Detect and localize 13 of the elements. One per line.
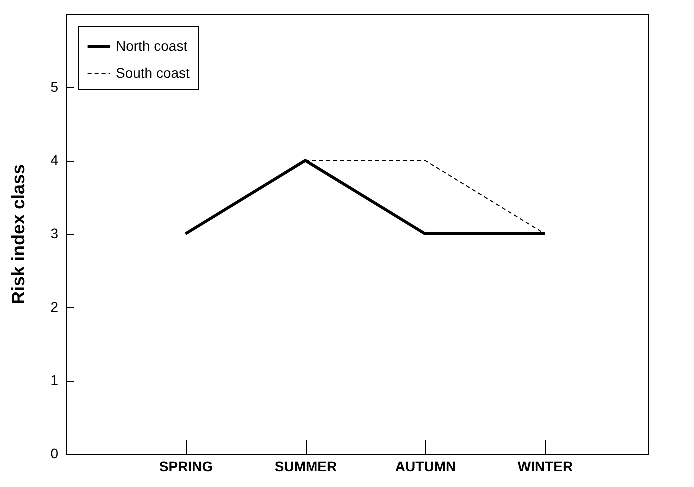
y-tick-label: 3 (50, 226, 59, 242)
legend-label: North coast (116, 38, 188, 54)
x-tick-label: AUTUMN (395, 458, 456, 474)
y-tick-label: 4 (50, 152, 59, 168)
y-tick-label: 0 (50, 446, 59, 462)
legend-label: South coast (116, 65, 190, 81)
x-tick-label: WINTER (518, 458, 574, 474)
y-axis-title: Risk index class (8, 164, 29, 305)
x-tick-label: SUMMER (274, 458, 338, 474)
y-tick-label: 1 (50, 372, 59, 388)
y-tick-label: 5 (50, 78, 59, 95)
x-tick-label: SPRING (159, 458, 214, 474)
y-tick-label: 2 (50, 298, 59, 315)
